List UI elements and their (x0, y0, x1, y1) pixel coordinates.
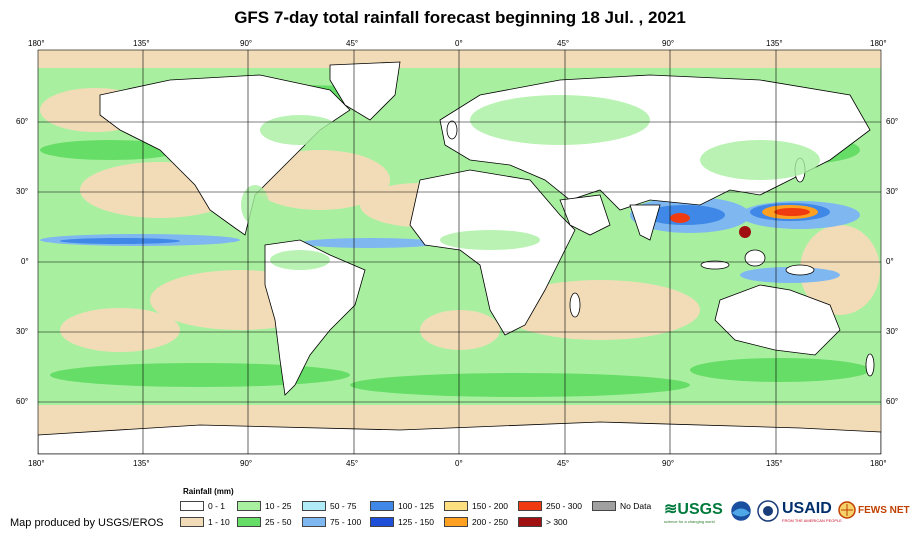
top-lon-label: 135° (766, 39, 783, 48)
legend-item: 125 - 150 (370, 516, 434, 528)
legend-item: 250 - 300 (518, 500, 582, 512)
bottom-lon-label: 135° (133, 459, 150, 468)
left-lat-label: 30° (16, 187, 29, 196)
legend-label: 10 - 25 (265, 501, 292, 511)
legend-label: No Data (620, 501, 652, 511)
legend-swatch (444, 501, 468, 511)
legend-swatch (592, 501, 616, 511)
right-lat-label: 0° (886, 257, 894, 266)
right-lat-label: 60° (886, 397, 899, 406)
bottom-lon-label: 45° (346, 459, 359, 468)
legend-swatch (180, 501, 204, 511)
legend-item: 50 - 75 (302, 500, 356, 512)
top-lon-label: 90° (240, 39, 253, 48)
dhs-seal-icon (757, 500, 779, 522)
legend-swatch (302, 517, 326, 527)
legend-item: 10 - 25 (237, 500, 291, 512)
right-lat-label: 30° (886, 187, 899, 196)
left-lat-label: 0° (21, 257, 29, 266)
legend-label: 150 - 200 (472, 501, 508, 511)
legend-item: No Data (592, 500, 651, 512)
legend-label: 125 - 150 (398, 517, 434, 527)
top-lon-label: 45° (346, 39, 359, 48)
legend-label: 100 - 125 (398, 501, 434, 511)
bottom-lon-label: 180° (28, 459, 45, 468)
legend-item: 25 - 50 (237, 516, 291, 528)
legend-swatch (370, 517, 394, 527)
fews-net-wordmark: FEWS NET (858, 504, 910, 516)
usaid-tagline: FROM THE AMERICAN PEOPLE (782, 518, 842, 523)
top-lon-label: 45° (557, 39, 570, 48)
globe-icon (838, 501, 856, 519)
top-lon-label: 180° (28, 39, 45, 48)
top-lon-label: 90° (662, 39, 675, 48)
legend-label: 75 - 100 (330, 517, 362, 527)
left-lat-label: 30° (16, 327, 29, 336)
legend-swatch (237, 517, 261, 527)
legend-swatch (180, 517, 204, 527)
legend-label: 1 - 10 (208, 517, 230, 527)
legend-swatch (237, 501, 261, 511)
legend-swatch (302, 501, 326, 511)
noaa-logo-icon (730, 500, 752, 522)
legend-label: > 300 (546, 517, 568, 527)
legend-item: 1 - 10 (180, 516, 230, 528)
legend-label: 50 - 75 (330, 501, 357, 511)
usgs-wordmark: ≋USGS (664, 501, 723, 518)
legend-swatch (518, 501, 542, 511)
legend-item: 200 - 250 (444, 516, 508, 528)
usaid-logo: USAID FROM THE AMERICAN PEOPLE (782, 500, 842, 523)
bottom-lon-label: 90° (240, 459, 253, 468)
legend-item: 100 - 125 (370, 500, 434, 512)
legend-label: 0 - 1 (208, 501, 226, 511)
bottom-lon-label: 180° (870, 459, 887, 468)
map-title: GFS 7-day total rainfall forecast beginn… (234, 8, 686, 27)
legend-label: 25 - 50 (265, 517, 292, 527)
legend-item: 150 - 200 (444, 500, 508, 512)
legend-item: > 300 (518, 516, 568, 528)
usaid-wordmark: USAID (782, 500, 832, 517)
legend-label: 200 - 250 (472, 517, 508, 527)
legend-item: 0 - 1 (180, 500, 225, 512)
bottom-lon-label: 45° (557, 459, 570, 468)
legend-swatch (444, 517, 468, 527)
left-lat-label: 60° (16, 397, 29, 406)
legend-swatch (518, 517, 542, 527)
usgs-logo: ≋USGS science for a changing world (664, 499, 726, 524)
bottom-lon-label: 135° (766, 459, 783, 468)
legend-title: Rainfall (mm) (183, 487, 234, 496)
top-lon-label: 180° (870, 39, 887, 48)
legend-item: 75 - 100 (302, 516, 361, 528)
top-lon-label: 0° (455, 39, 463, 48)
bottom-lon-label: 0° (455, 459, 463, 468)
right-lat-label: 60° (886, 117, 899, 126)
bottom-lon-label: 90° (662, 459, 675, 468)
left-lat-label: 60° (16, 117, 29, 126)
map-credit: Map produced by USGS/EROS (10, 517, 164, 529)
legend-label: 250 - 300 (546, 501, 582, 511)
right-lat-label: 30° (886, 327, 899, 336)
usgs-tagline: science for a changing world (664, 519, 715, 524)
fews-net-logo: FEWS NET (838, 501, 910, 519)
top-lon-label: 135° (133, 39, 150, 48)
legend-swatch (370, 501, 394, 511)
